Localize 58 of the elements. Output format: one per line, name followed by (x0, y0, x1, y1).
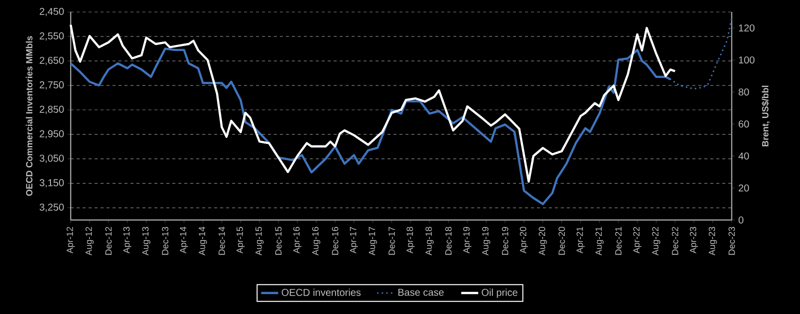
x-tick-label: Dec-19 (502, 226, 508, 255)
y-tick-label: 2,950 (40, 130, 64, 138)
x-tick-label: Apr-17 (350, 226, 358, 254)
y2-tick-label: 100 (738, 56, 754, 64)
x-tick-label: Dec-15 (275, 226, 282, 255)
x-tick-label: Aug-13 (142, 226, 150, 256)
x-tick-label: Dec-22 (672, 226, 678, 255)
x-tick-label: Aug-15 (256, 226, 264, 256)
x-tick-label: Apr-16 (293, 226, 302, 254)
legend-label: Oil price (482, 288, 518, 298)
x-tick-label: Apr-22 (633, 226, 642, 254)
x-tick-label: Aug-20 (538, 226, 547, 256)
y2-tick-label: 80 (738, 88, 749, 96)
x-tick-label: Apr-20 (520, 226, 528, 254)
x-tick-label: Dec-16 (332, 226, 338, 255)
y2-tick-label: 0 (738, 216, 744, 224)
y-tick-label: 2,650 (40, 56, 64, 66)
y2-axis-title: Brent, US$/bbl (762, 86, 770, 146)
line-series (70, 24, 676, 183)
x-tick-label: Apr-14 (180, 226, 188, 254)
x-tick-label: Dec-23 (728, 226, 735, 255)
x-tick-label: Apr-12 (66, 226, 75, 254)
y2-tick-label: 20 (738, 184, 749, 192)
x-tick-label: Aug-21 (595, 226, 604, 256)
x-tick-label: Aug-14 (198, 226, 207, 256)
x-tick-label: Aug-16 (312, 226, 320, 256)
y2-tick-label: 120 (738, 24, 754, 32)
x-tick-label: Dec-21 (615, 226, 622, 255)
y2-tick-label: 60 (738, 120, 749, 128)
y-axis-title: OECD Commercial Inventories MMbls (26, 36, 32, 196)
x-tick-label: Aug-12 (86, 226, 94, 256)
x-tick-label: Apr-15 (236, 226, 245, 254)
y-tick-label: 3,150 (40, 179, 64, 188)
x-tick-label: Dec-12 (105, 226, 112, 255)
legend-label: OECD inventories (282, 288, 361, 296)
x-tick-label: Dec-13 (162, 226, 168, 255)
y2-tick-label: 40 (738, 152, 749, 160)
x-tick-label: Dec-18 (445, 226, 452, 255)
x-tick-label: Dec-14 (218, 226, 225, 255)
x-tick-label: Aug-22 (652, 226, 660, 256)
x-tick-label: Dec-20 (558, 226, 565, 255)
x-tick-label: Dec-17 (388, 226, 395, 255)
x-tick-label: Apr-19 (463, 226, 472, 254)
y-tick-label: 3,250 (40, 204, 64, 212)
y-tick-label: 2,550 (40, 32, 64, 41)
x-tick-label: Aug-18 (425, 226, 434, 256)
x-tick-label: Apr-18 (406, 226, 415, 254)
x-tick-label: Apr-13 (123, 226, 132, 254)
y-tick-label: 2,450 (40, 8, 64, 16)
legend-label: Base case (398, 288, 444, 296)
x-tick-label: Aug-17 (368, 226, 377, 256)
y-tick-label: 2,850 (40, 106, 64, 114)
x-tick-label: Apr-21 (576, 226, 585, 254)
y-tick-label: 2,750 (40, 81, 64, 90)
x-tick-label: Apr-23 (690, 226, 698, 254)
y-tick-label: 3,050 (40, 154, 64, 163)
x-tick-label: Aug-23 (708, 226, 717, 256)
x-tick-label: Aug-19 (482, 226, 490, 256)
